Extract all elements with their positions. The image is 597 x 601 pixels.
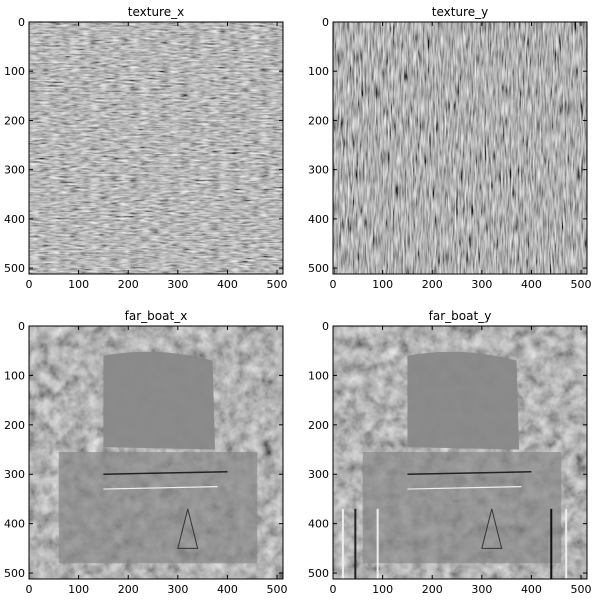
axes-frame (28, 325, 284, 580)
axes-frame (28, 21, 284, 275)
heatmap-texture (29, 22, 283, 274)
y-tick-label: 500 (308, 567, 329, 580)
heatmap-texture (333, 22, 587, 274)
water-region (362, 452, 562, 564)
y-tick-label: 200 (4, 114, 25, 127)
subplot-title: texture_y (432, 5, 488, 19)
x-tick-label: 300 (471, 583, 492, 596)
x-tick-label: 200 (118, 583, 139, 596)
boat-edge (407, 471, 532, 475)
x-tick-label: 200 (118, 278, 139, 291)
y-tick-label: 300 (308, 468, 329, 481)
y-tick-label: 100 (4, 65, 25, 78)
y-tick-label: 300 (4, 468, 25, 481)
y-tick-label: 400 (308, 518, 329, 531)
y-tick-label: 0 (322, 16, 329, 29)
y-tick-label: 200 (4, 419, 25, 432)
y-tick-label: 0 (18, 320, 25, 333)
smooth-region (103, 351, 216, 450)
boat-edge (103, 471, 228, 475)
subplot-title: texture_x (128, 5, 184, 19)
y-tick-label: 400 (4, 213, 25, 226)
subplot-far_boat_x: 0 100 200 300 400 5000100200300400500far_boat… (4, 309, 288, 596)
y-tick-label: 300 (308, 164, 329, 177)
x-tick-label: 100 (68, 278, 89, 291)
x-tick-label: 300 (471, 278, 492, 291)
x-tick-label: 400 (521, 583, 542, 596)
x-tick-label: 500 (267, 583, 288, 596)
y-tick-label: 300 (4, 164, 25, 177)
smooth-region (407, 351, 520, 450)
subplot-texture_y: 0 100 200 300 400 5000100200300400500texture_… (308, 5, 592, 291)
x-tick-label: 0 (330, 278, 337, 291)
subplot-title: far_boat_y (429, 309, 492, 323)
y-tick-label: 200 (308, 114, 329, 127)
y-tick-label: 500 (308, 262, 329, 275)
y-tick-label: 100 (4, 369, 25, 382)
x-tick-label: 300 (167, 583, 188, 596)
y-tick-label: 400 (308, 213, 329, 226)
x-tick-label: 200 (422, 278, 443, 291)
x-tick-label: 500 (571, 583, 592, 596)
x-tick-label: 100 (372, 583, 393, 596)
subplot-far_boat_y: 0 100 200 300 400 5000100200300400500far_boat… (308, 309, 592, 596)
y-tick-label: 200 (308, 419, 329, 432)
x-tick-label: 0 (26, 278, 33, 291)
axes-frame (332, 325, 588, 580)
y-tick-label: 500 (4, 262, 25, 275)
x-tick-label: 400 (217, 278, 238, 291)
boat-edge (407, 485, 522, 490)
water-region (58, 452, 258, 564)
x-tick-label: 0 (26, 583, 33, 596)
y-tick-label: 0 (322, 320, 329, 333)
sail-shape (177, 508, 199, 549)
x-tick-label: 200 (422, 583, 443, 596)
x-tick-label: 100 (68, 583, 89, 596)
axes-frame (332, 21, 588, 275)
sail-shape (481, 508, 503, 549)
y-tick-label: 500 (4, 567, 25, 580)
x-tick-label: 0 (330, 583, 337, 596)
y-tick-label: 100 (308, 369, 329, 382)
x-tick-label: 300 (167, 278, 188, 291)
boat-edge (103, 485, 218, 490)
x-tick-label: 500 (267, 278, 288, 291)
subplot-texture_x: 0 100 200 300 400 5000100200300400500texture_… (4, 5, 288, 291)
subplot-title: far_boat_x (125, 309, 188, 323)
y-tick-label: 0 (18, 16, 25, 29)
y-tick-label: 100 (308, 65, 329, 78)
y-tick-label: 400 (4, 518, 25, 531)
x-tick-label: 400 (217, 583, 238, 596)
x-tick-label: 400 (521, 278, 542, 291)
x-tick-label: 500 (571, 278, 592, 291)
x-tick-label: 100 (372, 278, 393, 291)
